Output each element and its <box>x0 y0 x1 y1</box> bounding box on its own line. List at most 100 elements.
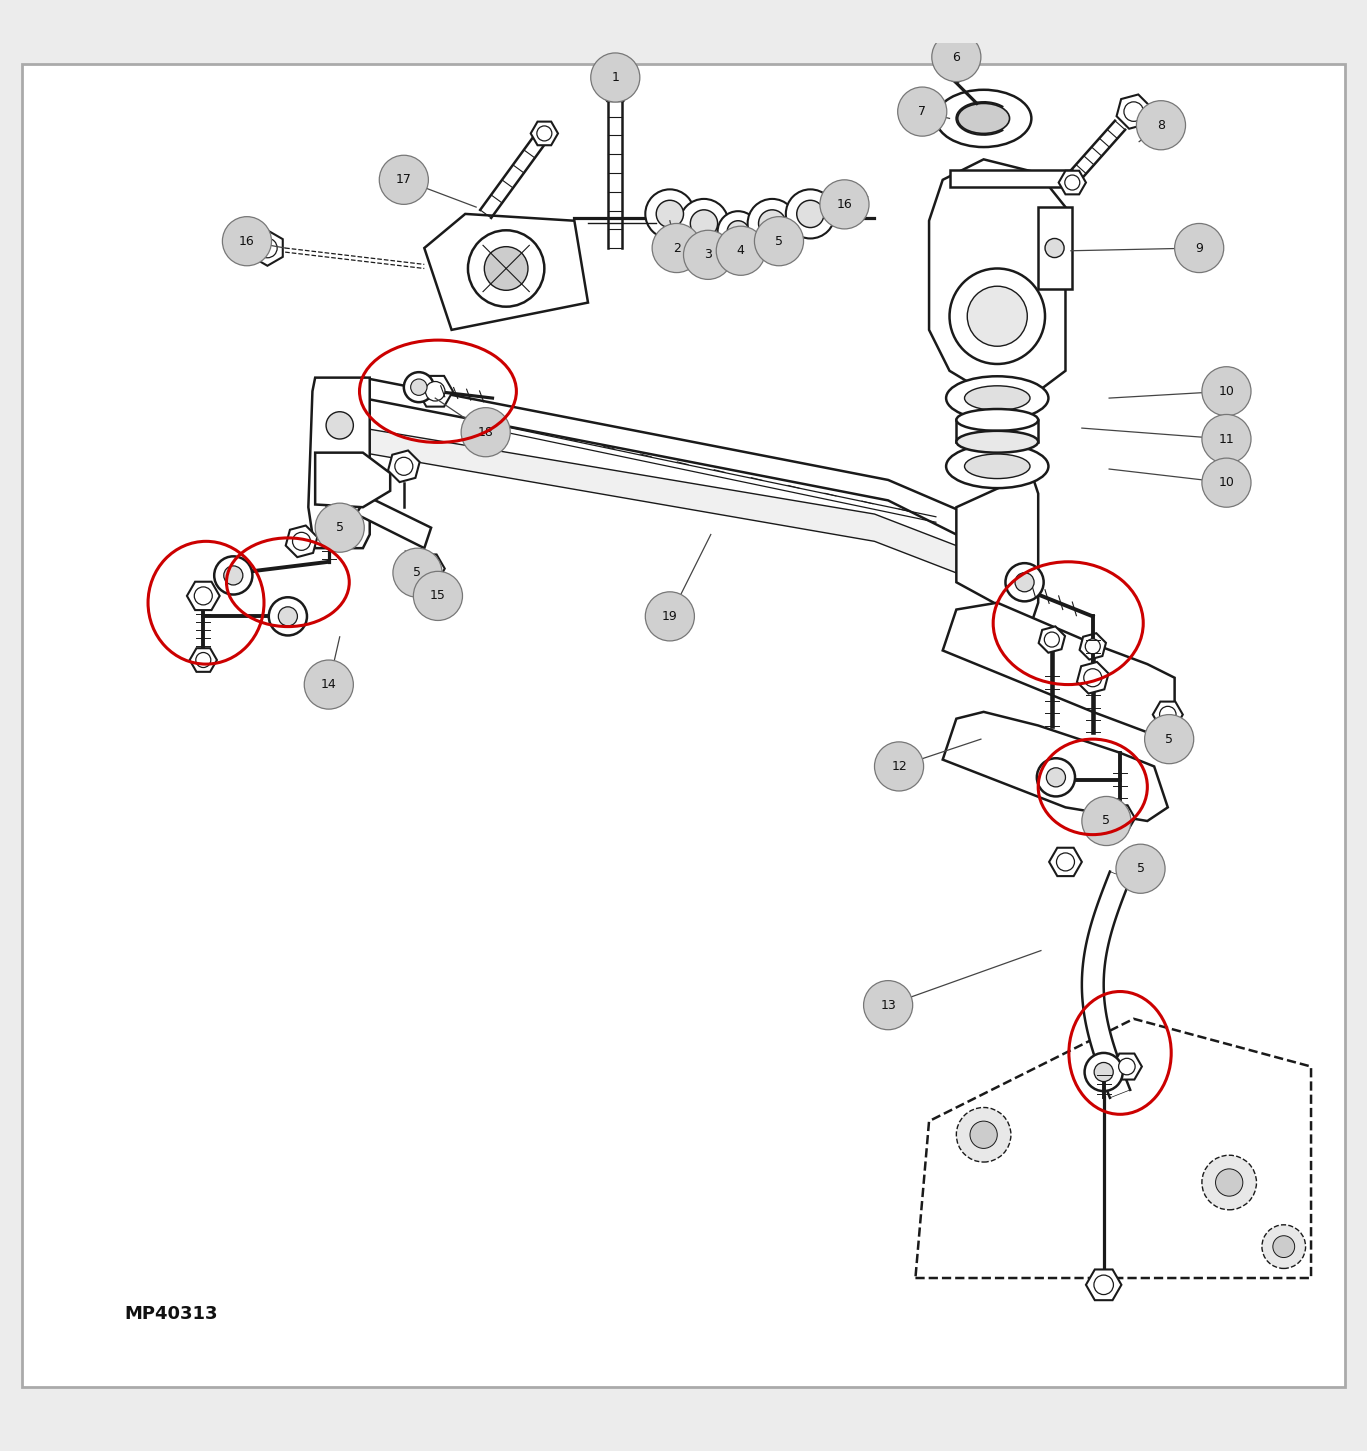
Polygon shape <box>930 160 1065 392</box>
Bar <box>1038 207 1072 289</box>
Polygon shape <box>190 649 217 672</box>
Text: 3: 3 <box>704 248 712 261</box>
Polygon shape <box>252 231 283 266</box>
Text: 5: 5 <box>775 235 783 248</box>
Circle shape <box>748 199 797 248</box>
Text: 18: 18 <box>477 425 493 438</box>
Text: 16: 16 <box>239 235 254 248</box>
Circle shape <box>652 223 701 273</box>
Polygon shape <box>362 377 1012 548</box>
Text: 12: 12 <box>891 760 906 773</box>
Polygon shape <box>1048 847 1081 876</box>
Ellipse shape <box>958 103 1010 133</box>
Circle shape <box>932 32 982 81</box>
Circle shape <box>1016 573 1033 592</box>
Circle shape <box>957 1107 1012 1162</box>
Circle shape <box>727 221 749 242</box>
Text: 17: 17 <box>396 173 411 186</box>
Circle shape <box>379 155 428 205</box>
Circle shape <box>1118 1058 1135 1075</box>
Circle shape <box>327 493 353 521</box>
Polygon shape <box>388 450 420 482</box>
Text: 19: 19 <box>662 609 678 622</box>
Circle shape <box>755 216 804 266</box>
Circle shape <box>1202 367 1251 416</box>
Circle shape <box>718 212 759 252</box>
Circle shape <box>279 607 298 625</box>
Circle shape <box>1094 1275 1114 1294</box>
Circle shape <box>1124 102 1143 122</box>
Circle shape <box>392 548 442 598</box>
Polygon shape <box>943 602 1174 733</box>
Text: 5: 5 <box>1102 814 1110 827</box>
Circle shape <box>950 268 1044 364</box>
Polygon shape <box>1152 702 1182 727</box>
Circle shape <box>1111 810 1128 827</box>
Polygon shape <box>1111 1053 1141 1080</box>
Circle shape <box>1262 1225 1305 1268</box>
Circle shape <box>537 126 552 141</box>
Ellipse shape <box>965 386 1029 411</box>
Polygon shape <box>916 1019 1311 1278</box>
Circle shape <box>1084 669 1102 686</box>
Circle shape <box>293 533 310 550</box>
Circle shape <box>591 52 640 102</box>
Polygon shape <box>417 376 452 406</box>
Circle shape <box>327 412 353 440</box>
Text: MP40313: MP40313 <box>124 1304 217 1323</box>
Polygon shape <box>1081 872 1131 1098</box>
Circle shape <box>1202 415 1251 463</box>
Text: 14: 14 <box>321 678 336 691</box>
Text: 8: 8 <box>1156 119 1165 132</box>
Polygon shape <box>957 473 1038 622</box>
Circle shape <box>1202 459 1251 508</box>
Circle shape <box>1044 633 1059 647</box>
Polygon shape <box>1105 805 1135 831</box>
Circle shape <box>1174 223 1223 273</box>
Text: 5: 5 <box>1165 733 1173 746</box>
Polygon shape <box>411 554 444 583</box>
Polygon shape <box>1058 171 1085 194</box>
Polygon shape <box>1077 662 1109 694</box>
Circle shape <box>1202 1155 1256 1210</box>
Circle shape <box>1084 1053 1122 1091</box>
Text: 5: 5 <box>413 566 421 579</box>
Ellipse shape <box>965 454 1029 479</box>
Ellipse shape <box>946 444 1048 488</box>
Ellipse shape <box>957 409 1038 431</box>
Polygon shape <box>286 525 317 557</box>
Polygon shape <box>316 453 390 508</box>
Circle shape <box>1115 844 1165 894</box>
Circle shape <box>1036 759 1074 797</box>
Polygon shape <box>599 73 632 102</box>
Circle shape <box>195 653 211 667</box>
Text: 5: 5 <box>1136 862 1144 875</box>
Circle shape <box>484 247 528 290</box>
Circle shape <box>1057 853 1074 871</box>
Text: 1: 1 <box>611 71 619 84</box>
Circle shape <box>468 231 544 306</box>
Circle shape <box>1046 768 1065 786</box>
Circle shape <box>679 199 729 248</box>
Circle shape <box>690 210 718 237</box>
Text: 11: 11 <box>1218 432 1234 445</box>
Circle shape <box>645 592 694 641</box>
Text: 10: 10 <box>1218 385 1234 398</box>
Circle shape <box>875 741 924 791</box>
Polygon shape <box>187 582 220 609</box>
Polygon shape <box>939 45 973 83</box>
Polygon shape <box>355 496 431 548</box>
Circle shape <box>215 556 253 595</box>
Text: 10: 10 <box>1218 476 1234 489</box>
Circle shape <box>403 371 433 402</box>
Bar <box>950 170 1072 187</box>
Text: 15: 15 <box>431 589 446 602</box>
Bar <box>957 419 1038 441</box>
Circle shape <box>656 200 684 228</box>
Circle shape <box>898 87 947 136</box>
Circle shape <box>864 981 913 1030</box>
Circle shape <box>1094 1062 1113 1081</box>
Text: 13: 13 <box>880 998 895 1011</box>
Circle shape <box>971 1122 998 1148</box>
Circle shape <box>1006 563 1043 601</box>
